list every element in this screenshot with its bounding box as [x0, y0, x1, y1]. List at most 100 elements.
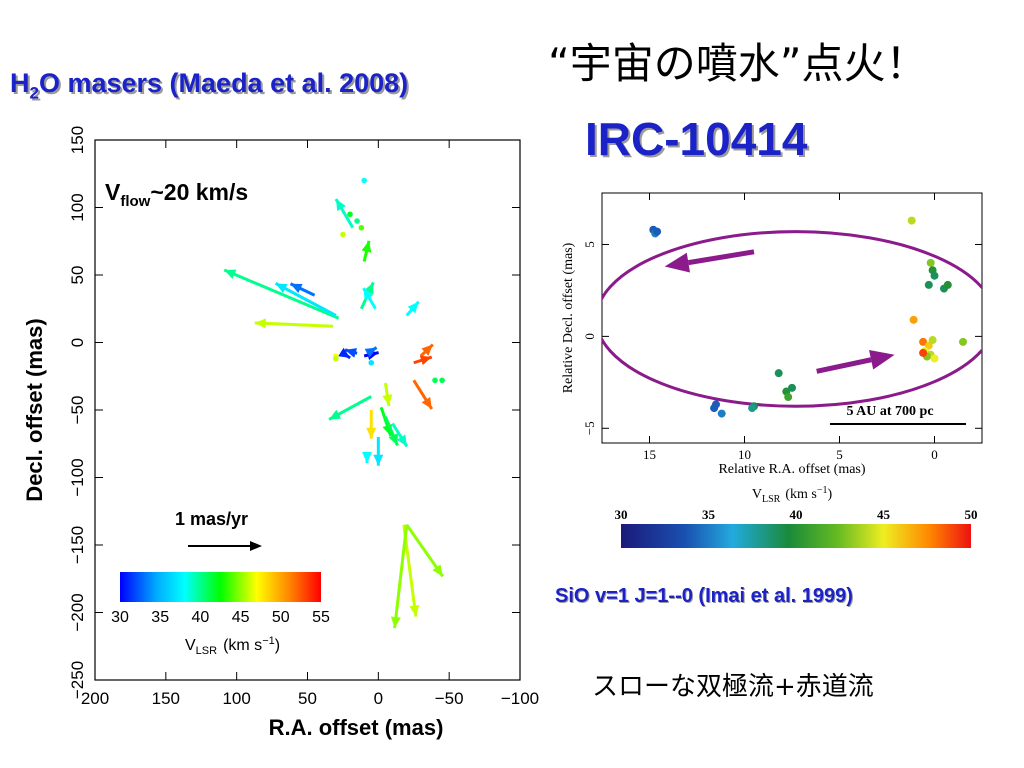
- right-colorbar-tick-label: 45: [877, 507, 891, 522]
- maser-vector-head: [396, 434, 407, 447]
- vflow-prefix: V: [105, 179, 121, 205]
- maser-vector: [393, 524, 409, 629]
- left-colorbar-tick-label: 30: [111, 609, 129, 626]
- maser-vector-head: [407, 301, 419, 314]
- flow-arrow-head: [664, 252, 691, 273]
- maser-vector: [223, 268, 340, 320]
- left-xtick-label: 150: [152, 689, 180, 708]
- maser-vector-head: [366, 427, 377, 439]
- maser-spot: [347, 211, 353, 218]
- right-axis-ticks: 15 10 5 0 5 0 −5: [582, 193, 982, 462]
- left-ytick-label: −50: [68, 396, 87, 425]
- right-colorbar-tick-label: 35: [702, 507, 716, 522]
- right-colorbar-tick-label: 30: [615, 507, 628, 522]
- maser-vector-head: [364, 282, 374, 295]
- left-ytick-label: 100: [68, 193, 87, 221]
- left-colorbar-tick-label: 45: [232, 609, 250, 626]
- right-ytick-label: −5: [582, 421, 597, 435]
- maser-vector-head: [421, 344, 433, 356]
- sio-maser-spot: [909, 315, 918, 324]
- rcb-units: (km s: [785, 487, 817, 502]
- maser-vector: [274, 282, 337, 317]
- maser-vector-head: [275, 283, 288, 293]
- maser-vector-head: [421, 397, 432, 409]
- flow-velocity-annotation: Vflow~20 km/s: [105, 179, 248, 210]
- maser-vector-head: [361, 240, 372, 253]
- maser-vector-head: [338, 347, 351, 358]
- lcb-v: V: [185, 637, 196, 654]
- sio-maser-spot: [774, 369, 783, 378]
- maser-vector-head: [390, 616, 401, 629]
- left-colorbar-tick-label: 50: [272, 609, 290, 626]
- left-colorbar-tick-label: 40: [192, 609, 210, 626]
- left-xlabel: R.A. offset (mas): [269, 715, 444, 740]
- maser-spot: [439, 377, 445, 384]
- maser-vector-head: [388, 433, 398, 446]
- sio-maser-spot: [959, 337, 967, 346]
- right-colorbar-label: VLSR (km s−1): [752, 485, 833, 505]
- maser-spot: [333, 355, 339, 362]
- maser-vector-head: [335, 199, 346, 212]
- japanese-title: “宇宙の噴水”点火！: [548, 39, 928, 88]
- left-ytick-label: −100: [68, 458, 87, 496]
- maser-vector-head: [254, 318, 266, 329]
- left-ytick-label: 0: [68, 338, 87, 347]
- left-title-suffix: O masers (Maeda et al. 2008): [38, 68, 409, 98]
- maser-vector-head: [224, 269, 237, 279]
- sio-maser-spot: [784, 393, 793, 402]
- left-colorbar-label: VLSR (km s−1): [185, 635, 280, 657]
- left-axis-ticks: 200 150 100 50 0 −50 −100 150 100 50 0 −50 −100 −150 −…: [68, 126, 539, 708]
- flow-arrow-head: [869, 349, 895, 370]
- flow-arrows: [664, 249, 895, 374]
- maser-spot: [358, 224, 365, 231]
- right-colorbar: [621, 524, 971, 548]
- left-xtick-label: 100: [222, 689, 250, 708]
- maser-vector-head: [373, 454, 384, 466]
- maser-spot: [354, 218, 360, 224]
- object-title: IRC-10414: [585, 113, 808, 165]
- scale-arrow-label: 1 mas/yr: [175, 509, 248, 529]
- sio-maser-spot: [930, 354, 939, 363]
- maser-vector: [254, 321, 334, 328]
- sio-maser-spot: [926, 258, 935, 267]
- flow-arrow-line: [687, 249, 755, 266]
- left-xtick-label: −100: [501, 689, 539, 708]
- right-xlabel: Relative R.A. offset (mas): [718, 462, 865, 477]
- flow-arrow-line: [816, 357, 872, 374]
- maser-vector-head: [419, 355, 432, 366]
- right-ytick-label: 0: [582, 333, 597, 340]
- sio-maser-spot: [907, 216, 916, 225]
- right-xtick-label: 5: [836, 447, 843, 462]
- sio-maser-spot: [748, 404, 757, 413]
- left-ytick-label: −200: [68, 593, 87, 631]
- left-title-sub: 2: [29, 83, 39, 103]
- sio-maser-spot: [928, 336, 937, 345]
- left-xtick-label: 200: [81, 689, 109, 708]
- left-ytick-label: −250: [68, 661, 87, 699]
- vflow-suffix: ~20 km/s: [150, 179, 248, 205]
- left-colorbar-tick-label: 55: [312, 609, 330, 626]
- maser-vector-head: [290, 283, 303, 294]
- sio-maser-spot: [653, 227, 662, 236]
- maser-vector-head: [345, 348, 357, 358]
- sio-maser-spot: [919, 348, 928, 357]
- right-xtick-label: 15: [643, 447, 656, 462]
- rcb-sub: LSR: [762, 494, 781, 505]
- lcb-sub: LSR: [196, 645, 217, 657]
- maser-spot: [432, 377, 438, 384]
- maser-vector-head: [409, 604, 420, 617]
- left-ytick-label: 50: [68, 266, 87, 285]
- sio-maser-spot: [919, 337, 928, 346]
- right-ylabel: Relative Decl. offset (mas): [561, 242, 576, 393]
- maser-spot: [368, 359, 375, 366]
- sio-maser-plot: 15 10 5 050−5 5 AU at 700 pc Relative R.A. …: [561, 192, 983, 548]
- sio-maser-spot: [930, 271, 939, 280]
- left-colorbar-tick-label: 35: [151, 609, 169, 626]
- right-panel-caption: SiO v=1 J=1--0 (Imai et al. 1999): [555, 585, 853, 607]
- japanese-subtitle: スローな双極流+赤道流: [592, 672, 874, 702]
- rcb-v: V: [752, 487, 762, 502]
- sio-maser-spot: [943, 280, 952, 289]
- maser-vector-head: [362, 451, 372, 463]
- h2o-maser-vector-plot: 200 150 100 50 0 −50 −100 150 100 50 0 −50 −100 −150 −…: [22, 126, 539, 740]
- left-colorbar: [120, 572, 321, 602]
